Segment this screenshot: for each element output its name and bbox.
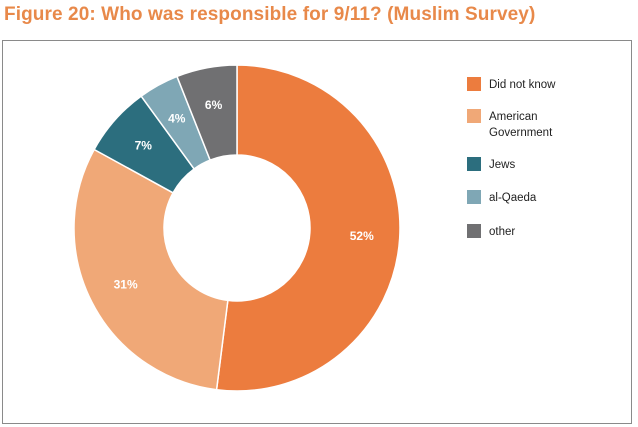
chart-frame <box>2 40 632 424</box>
donut-slice-5 <box>176 64 238 162</box>
slice-label-5: 6% <box>205 98 223 112</box>
legend-swatch-3 <box>467 157 481 171</box>
donut-slice-1 <box>215 64 401 392</box>
legend-swatch-2 <box>467 109 481 123</box>
slice-label-3: 7% <box>135 138 153 152</box>
legend-label-5: other <box>489 226 515 238</box>
legend-swatch-1 <box>467 77 481 91</box>
legend-label-3: Jews <box>489 159 515 171</box>
legend-swatch-4 <box>467 190 481 204</box>
slice-label-1: 52% <box>350 229 374 243</box>
chart-title: Figure 20: Who was responsible for 9/11?… <box>4 4 536 25</box>
legend-swatch-5 <box>467 224 481 238</box>
donut-slice-2 <box>73 148 229 391</box>
slice-label-2: 31% <box>114 278 138 292</box>
slice-label-4: 4% <box>168 111 186 125</box>
legend-label-2: American Government <box>489 111 553 139</box>
legend-label-4: al-Qaeda <box>489 192 537 204</box>
legend-label-1: Did not know <box>489 79 556 91</box>
